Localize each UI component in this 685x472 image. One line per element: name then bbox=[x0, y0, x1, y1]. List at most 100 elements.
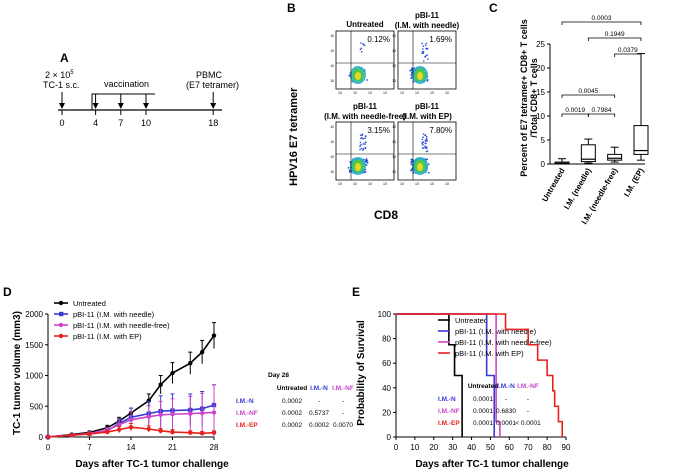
y-tick-label: 10 bbox=[330, 64, 334, 68]
ptable-cell: - bbox=[342, 398, 344, 405]
significance-bracket bbox=[614, 53, 642, 57]
category-label: I.M. (needle) bbox=[562, 166, 593, 211]
y-tick-label: 10 bbox=[330, 79, 334, 83]
panel-d: D TC-1 tumor volume (mm3) Days after TC-… bbox=[3, 285, 354, 470]
p-value: 0.7984 bbox=[592, 107, 612, 114]
significance-bracket bbox=[587, 113, 616, 117]
data-point bbox=[188, 361, 193, 366]
data-point bbox=[188, 430, 193, 435]
flow-event-positive bbox=[424, 44, 427, 46]
flow-event-positive bbox=[422, 141, 425, 143]
flow-event-positive bbox=[421, 142, 424, 145]
legend-label: pBI-11 (I.M. with EP) bbox=[73, 332, 142, 341]
y-tick-label: 0 bbox=[387, 433, 392, 442]
flow-plot-subtitle: (I.M. with needle) bbox=[395, 21, 460, 30]
flow-event-positive bbox=[424, 134, 427, 136]
ptable-col-header: I.M.-NF bbox=[517, 383, 539, 390]
data-point bbox=[128, 417, 134, 422]
data-point bbox=[69, 432, 74, 438]
x-tick-label: 28 bbox=[210, 443, 219, 452]
ptable-cell: - bbox=[527, 408, 529, 415]
flow-event-positive bbox=[359, 141, 362, 144]
flow-event-positive bbox=[360, 51, 363, 53]
y-tick-label: 10 bbox=[330, 155, 334, 159]
flow-event bbox=[411, 67, 413, 70]
y-tick-label: 10 bbox=[392, 79, 396, 83]
x-tick-label: 10 bbox=[445, 182, 449, 186]
significance-bracket bbox=[561, 94, 616, 98]
flow-event-positive bbox=[362, 137, 364, 140]
significance-bracket bbox=[561, 113, 589, 117]
flow-event-positive bbox=[421, 141, 424, 144]
survival-curve-0 bbox=[396, 313, 463, 437]
ptable-cell: 0.0070 bbox=[333, 422, 353, 429]
flow-xlabel: CD8 bbox=[374, 208, 398, 222]
flow-event-positive bbox=[424, 56, 427, 58]
ptable-cell: - bbox=[505, 396, 507, 403]
data-point bbox=[170, 370, 175, 376]
x-tick-label: 21 bbox=[168, 443, 177, 452]
ptable-col-header: I.M.-NF bbox=[332, 385, 354, 392]
y-tick-label: 10 bbox=[392, 125, 396, 129]
x-tick-label: 10 bbox=[445, 91, 449, 95]
y-tick-label: 2000 bbox=[25, 310, 43, 319]
box bbox=[633, 125, 649, 155]
data-point bbox=[199, 431, 205, 436]
x-tick-label: 10 bbox=[410, 443, 419, 452]
gate-percent: 1.69% bbox=[429, 35, 452, 44]
x-tick-label: 10 bbox=[400, 182, 404, 186]
legend-marker bbox=[58, 333, 64, 339]
x-tick-label: 7 bbox=[87, 443, 92, 452]
flow-event-positive bbox=[361, 133, 364, 135]
day-label: 4 bbox=[93, 118, 98, 128]
legend-label: Untreated bbox=[73, 299, 106, 308]
x-tick-label: 10 bbox=[430, 182, 434, 186]
significance-bracket bbox=[561, 21, 642, 25]
legend-label: pBI-11 (I.M. with EP) bbox=[455, 349, 524, 358]
data-point bbox=[170, 429, 175, 435]
flow-event-positive bbox=[425, 135, 428, 138]
y-tick-label: 100 bbox=[378, 310, 392, 319]
y-tick-label: 20 bbox=[536, 64, 545, 73]
significance-bracket bbox=[587, 37, 642, 41]
gate-percent: 0.12% bbox=[367, 35, 390, 44]
flow-event bbox=[427, 163, 430, 166]
y-tick-label: 10 bbox=[536, 112, 545, 121]
legend-marker bbox=[58, 300, 64, 306]
y-tick-label: 10 bbox=[392, 170, 396, 174]
ptable-cell: 0.0001 bbox=[473, 396, 493, 403]
ptable-cell: 0.0002 bbox=[309, 422, 329, 429]
flow-event bbox=[409, 69, 412, 72]
gate-percent: 3.15% bbox=[367, 126, 390, 135]
x-tick-label: 10 bbox=[338, 91, 342, 95]
x-tick-label: 10 bbox=[430, 91, 434, 95]
flow-event-positive bbox=[359, 145, 361, 147]
flow-event-positive bbox=[360, 42, 362, 44]
flow-event bbox=[410, 161, 412, 164]
flow-event-positive bbox=[421, 138, 424, 141]
flow-plot-title: Untreated bbox=[346, 20, 383, 29]
legend-label: Untreated bbox=[455, 316, 488, 325]
x-tick-label: 50 bbox=[486, 443, 495, 452]
y-tick-label: 15 bbox=[536, 88, 545, 97]
day-label: 18 bbox=[208, 118, 218, 128]
y-tick-label: 1000 bbox=[25, 372, 43, 381]
flow-event bbox=[348, 74, 351, 77]
y-tick-label: 10 bbox=[392, 64, 396, 68]
panel-b: B HPV16 E7 tetramer CD8 Untreated 0.12% 10… bbox=[287, 1, 460, 222]
ptable-cell: - bbox=[527, 396, 529, 403]
flow-event-positive bbox=[426, 48, 428, 50]
flow-event bbox=[364, 159, 367, 162]
flow-event-positive bbox=[425, 142, 427, 145]
flow-event-positive bbox=[360, 47, 363, 50]
p-value: 0.0003 bbox=[592, 15, 612, 22]
ptable-col-header: Untreated bbox=[468, 383, 498, 390]
x-tick-label: 10 bbox=[368, 182, 372, 186]
x-tick-label: 80 bbox=[543, 443, 552, 452]
flow-event-positive bbox=[422, 144, 424, 146]
x-tick-label: 10 bbox=[400, 91, 404, 95]
arrow-head bbox=[143, 103, 149, 109]
data-point bbox=[158, 382, 163, 387]
y-tick-label: 10 bbox=[330, 49, 334, 53]
x-tick-label: 10 bbox=[338, 182, 342, 186]
